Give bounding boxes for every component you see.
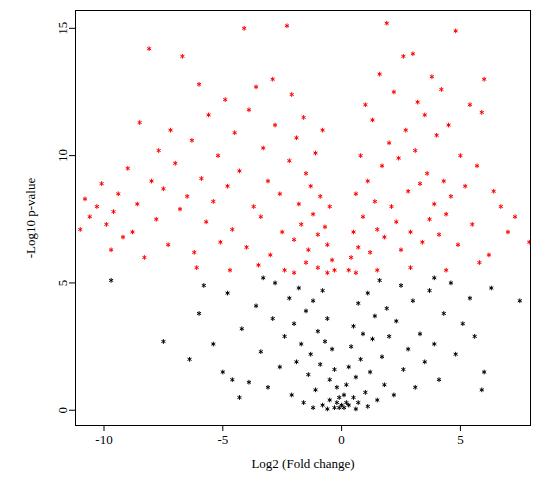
svg-text:15: 15	[55, 22, 70, 35]
svg-text:Log2 (Fold change): Log2 (Fold change)	[251, 456, 354, 471]
svg-text:5: 5	[457, 432, 464, 447]
svg-text:0: 0	[55, 407, 70, 414]
svg-text:0: 0	[338, 432, 345, 447]
svg-text:-Log10 p-value: -Log10 p-value	[23, 178, 38, 259]
svg-text:10: 10	[55, 149, 70, 162]
svg-text:-10: -10	[95, 432, 112, 447]
svg-text:5: 5	[55, 280, 70, 287]
svg-text:-5: -5	[217, 432, 228, 447]
